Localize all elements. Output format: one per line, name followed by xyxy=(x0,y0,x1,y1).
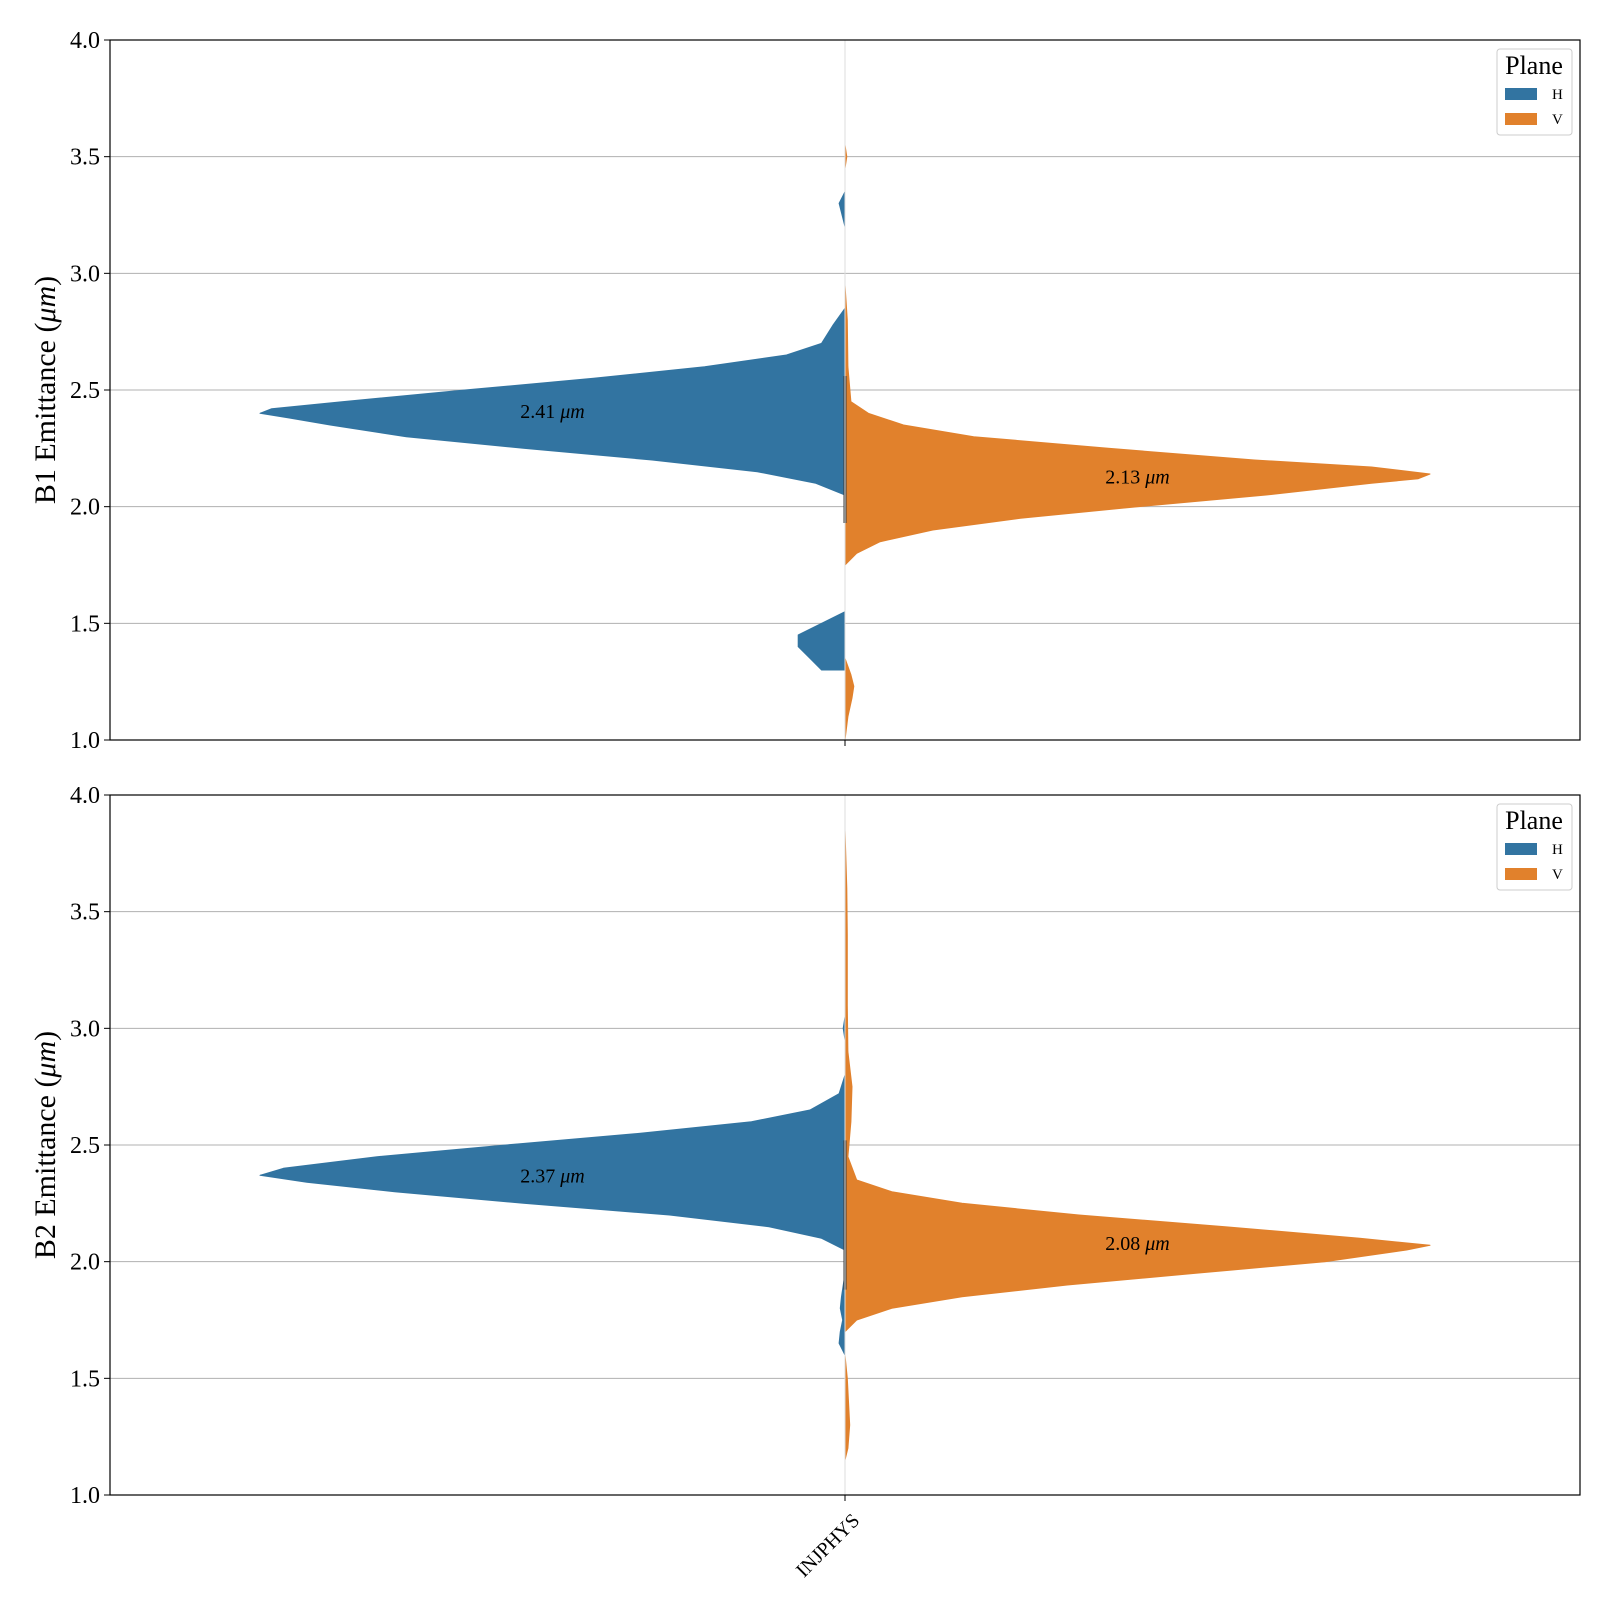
legend-b1: Plane H V xyxy=(1496,48,1573,136)
y-axis-ticks-b1: 1.0 1.5 2.0 2.5 3.0 3.5 4.0 xyxy=(70,28,110,754)
y-tick-label: 2.0 xyxy=(70,495,100,521)
y-tick-label: 1.0 xyxy=(70,1483,100,1509)
y-tick-label: 3.5 xyxy=(70,145,100,171)
y-tick-label: 1.5 xyxy=(70,611,100,637)
median-annotation-h: 2.41 μm xyxy=(520,401,584,423)
violin-h xyxy=(259,1016,846,1356)
y-tick-label: 4.0 xyxy=(70,783,100,809)
y-tick-label: 2.5 xyxy=(70,1133,100,1159)
legend-title-b2: Plane xyxy=(1505,806,1563,835)
median-annotation-v: 2.13 μm xyxy=(1105,466,1169,488)
legend-swatch-v-b1 xyxy=(1505,113,1537,125)
y-tick-label: 1.5 xyxy=(70,1366,100,1392)
y-tick-label: 3.5 xyxy=(70,900,100,926)
legend-label-v-b1: V xyxy=(1552,112,1563,128)
violins-b2: 2.37 μm 2.08 μm xyxy=(259,795,1431,1495)
legend-swatch-v-b2 xyxy=(1505,868,1537,880)
legend-label-v-b2: V xyxy=(1552,867,1563,883)
y-tick-label: 2.5 xyxy=(70,378,100,404)
legend-swatch-h-b1 xyxy=(1505,88,1537,100)
y-tick-label: 4.0 xyxy=(70,28,100,54)
legend-title-b1: Plane xyxy=(1505,51,1563,80)
y-tick-label: 3.0 xyxy=(70,261,100,287)
y-axis-label-b1: B1 Emittance (μm) xyxy=(29,276,62,504)
legend-swatch-h-b2 xyxy=(1505,843,1537,855)
y-axis-label-b2: B2 Emittance (μm) xyxy=(29,1031,62,1259)
legend-label-h-b2: H xyxy=(1552,842,1563,858)
y-tick-label: 3.0 xyxy=(70,1016,100,1042)
median-annotation-h: 2.37 μm xyxy=(520,1165,584,1187)
legend-label-h-b1: H xyxy=(1552,87,1563,103)
y-tick-label: 1.0 xyxy=(70,728,100,754)
y-axis-ticks-b2: 1.0 1.5 2.0 2.5 3.0 3.5 4.0 xyxy=(70,783,110,1509)
violins-b1: 2.41 μm 2.13 μm xyxy=(259,40,1431,741)
y-tick-label: 2.0 xyxy=(70,1250,100,1276)
panel-b1: 2.41 μm 2.13 μm 1.0 1.5 2.0 2.5 3.0 3.5 4.0 B1 … xyxy=(29,28,1581,754)
x-category-label: INJPHYS xyxy=(792,1510,864,1582)
legend-b2: Plane H V xyxy=(1496,803,1573,891)
violin-v xyxy=(844,144,1431,741)
median-annotation-v: 2.08 μm xyxy=(1105,1233,1169,1255)
panel-b2: 2.37 μm 2.08 μm 1.0 1.5 2.0 2.5 3.0 3.5 4.0 B2 … xyxy=(29,783,1581,1582)
